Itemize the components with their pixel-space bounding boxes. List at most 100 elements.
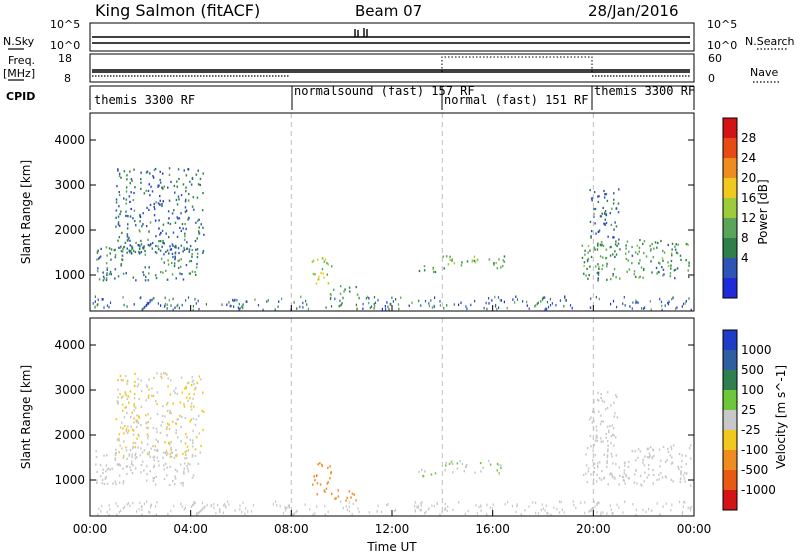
- power-cell-0: [191, 248, 193, 252]
- power-speckle: [233, 305, 235, 308]
- power-cell-6: [655, 266, 658, 270]
- velocity-cell-5: [451, 463, 454, 466]
- power-speckle: [148, 302, 150, 305]
- power-cell-1: [142, 223, 144, 226]
- velocity-cell-7: [614, 436, 617, 439]
- velocity-cell-4: [421, 468, 423, 471]
- velocity-cell-1: [125, 394, 128, 397]
- power-cell-0: [114, 268, 117, 271]
- cpid-segment-4: themis 3300 RF: [594, 84, 695, 98]
- velocity-cell-7: [605, 436, 607, 439]
- power-cell-1: [118, 236, 121, 239]
- power-cell-2: [324, 258, 327, 261]
- velocity-cell-1: [133, 397, 136, 400]
- velocity-colorbar-tick-4: -25: [741, 423, 761, 437]
- power-cell-1: [171, 243, 174, 246]
- power-speckle: [612, 299, 615, 303]
- power-cell-6: [674, 248, 677, 251]
- velocity-speckle: [340, 500, 342, 504]
- velocity-cell-0: [131, 460, 133, 463]
- power-cell-0: [174, 255, 176, 258]
- velocity-speckle: [563, 511, 565, 514]
- power-speckle: [274, 308, 276, 311]
- power-speckle: [330, 296, 332, 300]
- power-cell-0: [171, 273, 174, 276]
- velocity-cell-0: [128, 454, 130, 457]
- velocity-cell-7: [608, 429, 610, 432]
- velocity-speckle: [274, 500, 277, 504]
- power-cell-1: [133, 168, 135, 171]
- velocity-cell-0: [109, 468, 112, 471]
- velocity-cell-6: [688, 447, 691, 450]
- velocity-speckle: [590, 509, 592, 512]
- power-speckle: [151, 298, 153, 302]
- power-cell-0: [106, 267, 109, 270]
- power-speckle: [681, 305, 683, 308]
- power-cell-1: [116, 185, 118, 188]
- velocity-cell-1: [137, 446, 139, 449]
- power-cell-0: [138, 247, 141, 250]
- velocity-cell-1: [148, 388, 150, 391]
- velocity-cell-5: [500, 464, 502, 467]
- velocity-cell-0: [166, 466, 168, 469]
- velocity-speckle: [342, 506, 344, 510]
- power-cell-0: [110, 248, 113, 251]
- velocity-cell-0: [106, 468, 109, 471]
- velocity-cell-1: [185, 396, 188, 399]
- power-cell-1: [123, 197, 125, 200]
- velocity-cell-6: [590, 445, 592, 448]
- power-speckle: [564, 299, 567, 302]
- velocity-cell-0: [126, 472, 128, 476]
- power-cell-0: [173, 262, 176, 265]
- power-cell-6: [597, 279, 599, 282]
- velocity-speckle: [352, 502, 354, 506]
- velocity-speckle: [600, 511, 602, 514]
- power-cell-1: [115, 198, 118, 201]
- velocity-cell-6: [652, 473, 655, 477]
- power-cell-1: [141, 225, 143, 228]
- power-ytick-label-0: 1000: [54, 268, 85, 282]
- power-cell-6: [680, 258, 682, 261]
- power-cell-4: [418, 269, 421, 273]
- power-cell-5: [474, 261, 477, 264]
- power-cell-1: [185, 174, 188, 177]
- power-cell-0: [144, 250, 146, 253]
- power-cell-0: [180, 265, 182, 268]
- power-cell-1: [120, 210, 122, 213]
- power-speckle: [466, 307, 468, 311]
- power-cell-7: [599, 215, 602, 218]
- power-speckle: [126, 305, 128, 308]
- velocity-cell-1: [192, 397, 194, 400]
- velocity-cell-1: [202, 410, 205, 413]
- power-cell-5: [502, 259, 505, 262]
- velocity-speckle: [612, 512, 614, 515]
- velocity-cell-5: [445, 464, 447, 467]
- power-cell-0: [196, 262, 198, 266]
- velocity-cell-6: [635, 469, 637, 472]
- velocity-cell-7: [599, 423, 602, 426]
- velocity-cell-1: [134, 442, 137, 445]
- velocity-speckle: [682, 510, 684, 514]
- power-cell-0: [147, 279, 150, 282]
- power-cell-6: [599, 255, 602, 258]
- velocity-cell-0: [197, 462, 200, 465]
- power-speckle: [536, 302, 538, 306]
- power-cell-7: [615, 225, 618, 228]
- velocity-cell-1: [128, 401, 130, 404]
- velocity-cell-0: [146, 479, 148, 482]
- power-cell-6: [602, 244, 605, 248]
- velocity-cell-1: [164, 415, 166, 418]
- velocity-cell-6: [658, 448, 661, 451]
- velocity-cell-6: [660, 459, 662, 462]
- velocity-cell-0: [169, 465, 171, 468]
- power-cell-5: [503, 260, 506, 263]
- power-speckle: [453, 303, 455, 306]
- power-cell-1: [125, 210, 127, 213]
- power-cell-3: [348, 286, 351, 289]
- velocity-cell-0: [192, 474, 195, 477]
- power-cell-2: [312, 272, 315, 275]
- velocity-cell-1: [127, 425, 129, 428]
- velocity-cell-1: [194, 386, 197, 389]
- power-cell-1: [125, 198, 128, 201]
